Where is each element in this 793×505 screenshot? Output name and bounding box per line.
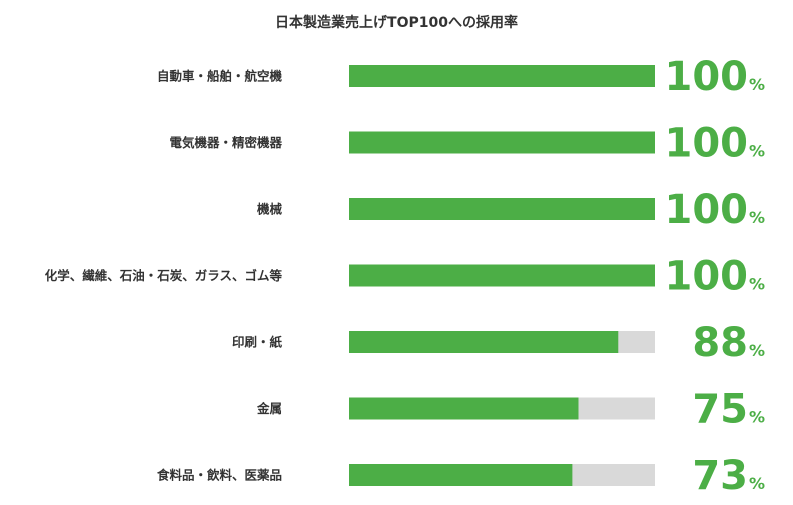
value-unit-label: %: [749, 341, 765, 360]
value-unit-label: %: [749, 75, 765, 94]
bar: [349, 264, 655, 287]
value-label: 100: [665, 121, 749, 167]
category-label: 金属: [256, 401, 282, 416]
bar: [349, 397, 579, 420]
value-label: 100: [665, 187, 749, 233]
category-label: 電気機器・精密機器: [169, 135, 282, 150]
value-unit-label: %: [749, 275, 765, 294]
value-label: 75: [692, 387, 748, 433]
bar: [349, 65, 655, 87]
category-label: 印刷・紙: [232, 335, 283, 350]
category-label: 機械: [257, 202, 283, 217]
bar: [349, 131, 655, 154]
bar: [349, 198, 655, 220]
value-label: 88: [692, 320, 748, 366]
bar: [349, 331, 619, 353]
bar: [349, 464, 573, 486]
category-label: 化学、繊維、石油・石炭、ガラス、ゴム等: [45, 268, 283, 283]
category-label: 食料品・飲料、医薬品: [156, 468, 282, 483]
value-unit-label: %: [749, 208, 765, 227]
value-label: 100: [665, 54, 749, 100]
category-label: 自動車・船舶・航空機: [157, 69, 283, 84]
value-unit-label: %: [749, 142, 765, 161]
chart-title: 日本製造業売上げTOP100への採用率: [275, 15, 518, 31]
value-label: 100: [665, 254, 749, 300]
value-unit-label: %: [749, 474, 765, 493]
value-unit-label: %: [749, 408, 765, 427]
value-label: 73: [692, 453, 748, 499]
